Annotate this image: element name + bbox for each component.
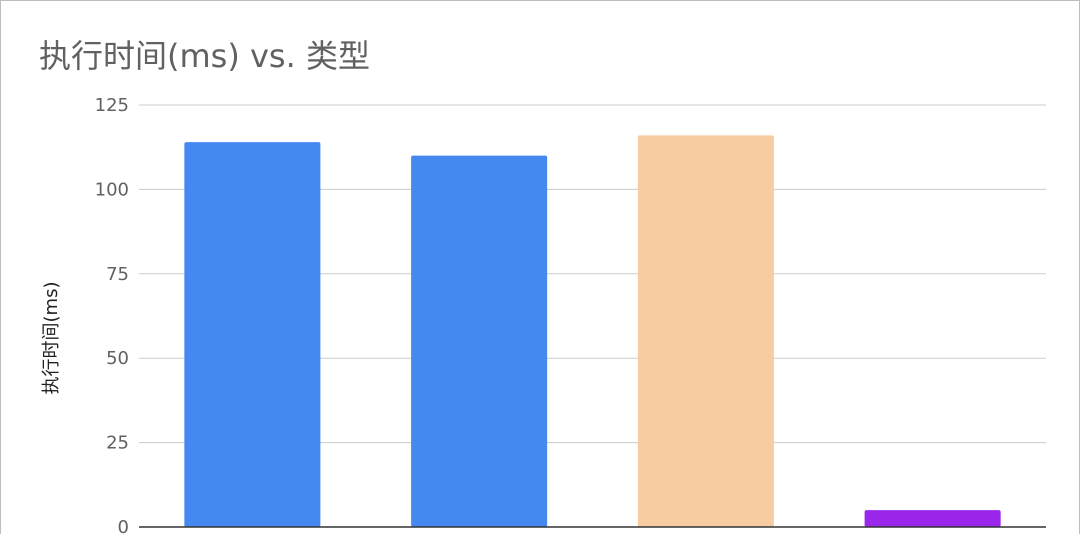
y-tick-label-50: 50	[106, 348, 129, 369]
bars	[184, 135, 1001, 528]
y-tick-label-100: 100	[95, 179, 129, 200]
bar-1	[184, 142, 321, 528]
y-tick-labels: 0 25 50 75 100 125	[95, 95, 129, 536]
y-tick-label-125: 125	[95, 95, 129, 116]
y-tick-label-25: 25	[106, 433, 129, 454]
bar-2	[411, 155, 548, 527]
y-tick-label-75: 75	[106, 264, 129, 285]
chart-title: 执行时间(ms) vs. 类型	[39, 37, 370, 75]
y-tick-label-0: 0	[118, 517, 129, 536]
bar-3	[637, 135, 774, 527]
bar-4	[864, 510, 1001, 527]
